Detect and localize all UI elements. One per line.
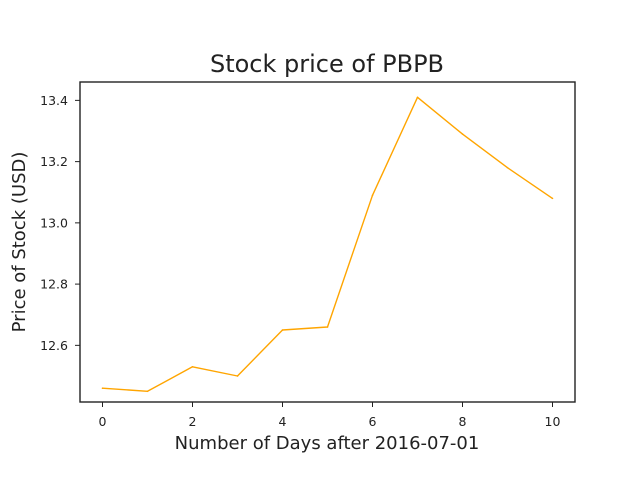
chart-title: Stock price of PBPB: [210, 50, 444, 78]
y-tick-label: 13.4: [40, 93, 68, 108]
y-tick-label: 12.8: [40, 277, 68, 292]
series-layer: [101, 96, 554, 393]
data-point: [101, 387, 104, 390]
data-point: [371, 194, 374, 197]
data-point: [506, 166, 509, 169]
y-tick-label: 12.6: [40, 338, 68, 353]
x-tick-label: 8: [459, 414, 467, 429]
y-tick-label: 13.2: [40, 154, 68, 169]
y-axis-label: Price of Stock (USD): [9, 152, 30, 333]
data-point: [191, 365, 194, 368]
y-axis: 12.6 12.8 13.0 13.2 13.4: [40, 93, 80, 353]
series-line: [102, 96, 553, 392]
data-point: [551, 197, 554, 200]
x-axis: 0 2 4 6 8 10: [99, 402, 561, 429]
data-point: [281, 329, 284, 331]
y-tick-label: 13.0: [40, 215, 68, 230]
data-point: [326, 326, 329, 328]
x-tick-label: 4: [279, 414, 287, 429]
x-tick-label: 0: [99, 414, 107, 429]
data-point: [236, 375, 239, 377]
data-point: [416, 96, 419, 99]
data-point: [146, 390, 149, 393]
x-tick-label: 2: [189, 414, 197, 429]
plot-frame: [79, 81, 576, 403]
x-tick-label: 10: [545, 414, 561, 429]
x-tick-label: 6: [369, 414, 377, 429]
data-point: [461, 133, 464, 135]
x-axis-label: Number of Days after 2016-07-01: [175, 433, 480, 454]
